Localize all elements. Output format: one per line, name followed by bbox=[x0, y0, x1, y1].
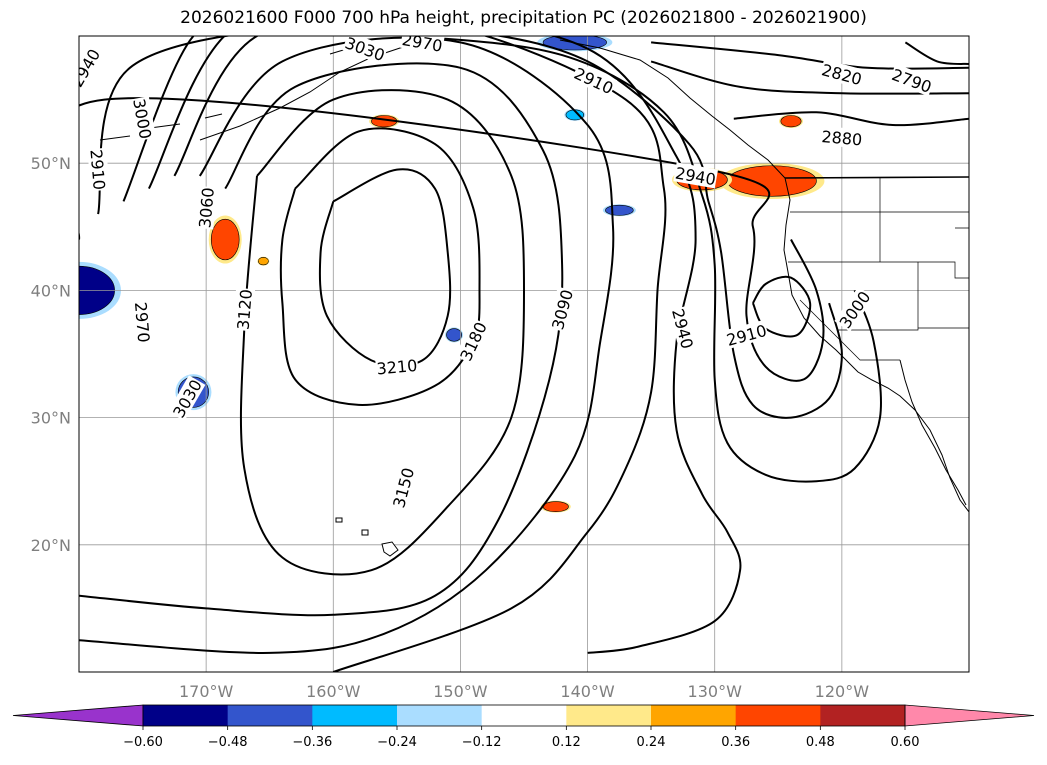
us-state-borders bbox=[788, 178, 969, 361]
alaska-coast bbox=[199, 39, 431, 141]
precip-area bbox=[542, 501, 569, 513]
hawaii-islands bbox=[335, 517, 399, 557]
lon-tick-label: 120°W bbox=[815, 682, 870, 701]
colorbar-tick-label: −0.12 bbox=[462, 735, 502, 750]
contour-label-bg bbox=[131, 300, 155, 344]
height-contour-3210 bbox=[318, 168, 452, 367]
contour-label-bg bbox=[400, 36, 445, 55]
contour-label-bg bbox=[668, 305, 698, 352]
map-frame bbox=[78, 35, 970, 673]
lon-tick-label: 160°W bbox=[306, 682, 361, 701]
colorbar-segment bbox=[566, 705, 652, 726]
contour-label-bg bbox=[342, 36, 389, 65]
alaska-islands bbox=[99, 47, 351, 141]
canada-us-border bbox=[784, 176, 969, 179]
contour-label-bg bbox=[130, 96, 157, 141]
lon-tick-label: 140°W bbox=[560, 682, 615, 701]
contour-label-bg bbox=[547, 286, 577, 333]
contour-label-bg bbox=[79, 44, 104, 91]
colorbar-segment bbox=[397, 705, 483, 726]
height-contour-3150 bbox=[239, 89, 525, 576]
colorbar-frame bbox=[142, 704, 906, 727]
height-contour-3120 bbox=[79, 62, 564, 617]
lat-tick-label: 30°N bbox=[31, 409, 71, 428]
height-contour-3000 bbox=[122, 36, 882, 483]
colorbar-extend-high bbox=[904, 704, 1035, 727]
lon-tick-label: 130°W bbox=[688, 682, 743, 701]
colorbar-extend-low bbox=[12, 704, 144, 727]
colorbar-tick-label: 0.24 bbox=[637, 735, 666, 750]
contour-label-bg bbox=[375, 354, 419, 378]
contour-label-text: 3120 bbox=[234, 288, 256, 330]
lon-tick-label: 170°W bbox=[179, 682, 234, 701]
precip-area bbox=[446, 328, 463, 342]
colorbar-tick-label: 0.60 bbox=[891, 735, 920, 750]
contour-label-text: 3210 bbox=[376, 356, 418, 378]
precip-area bbox=[210, 218, 240, 261]
contour-label: 3120 bbox=[232, 287, 256, 332]
height-contour-3030 bbox=[148, 36, 742, 654]
chart-title: 2026021600 F000 700 hPa height, precipit… bbox=[180, 8, 867, 28]
colorbar-segment bbox=[312, 705, 398, 726]
height-contour-2880 bbox=[733, 111, 969, 127]
colorbar-tick-label: −0.36 bbox=[292, 735, 332, 750]
contour-label: 3210 bbox=[375, 354, 419, 378]
contour-label-bg bbox=[87, 147, 110, 192]
contour-label: 2970 bbox=[131, 300, 155, 344]
colorbar-segment bbox=[651, 705, 737, 726]
contour-label-text: 2910 bbox=[86, 149, 108, 191]
colorbar-segment bbox=[227, 705, 313, 726]
lat-tick-label: 40°N bbox=[31, 281, 71, 300]
colorbar-segment bbox=[735, 705, 821, 726]
height-contour-2850 bbox=[650, 60, 969, 95]
colorbar-tick-label: −0.24 bbox=[377, 735, 417, 750]
contour-label-bg bbox=[167, 375, 206, 422]
contour-label-bg bbox=[388, 464, 418, 511]
contour-label-bg bbox=[571, 62, 618, 98]
contour-label-bg bbox=[673, 162, 719, 189]
colorbar-segment bbox=[820, 705, 906, 726]
contour-label: 2880 bbox=[820, 126, 864, 150]
contour-label: 2910 bbox=[86, 147, 110, 192]
height-contour-2940 bbox=[79, 97, 825, 382]
contour-label-bg bbox=[194, 185, 217, 230]
height-contour-2820 bbox=[651, 41, 969, 70]
contour-label-bg bbox=[888, 63, 935, 97]
height-contour-2790 bbox=[904, 41, 969, 65]
height-contour-3060 bbox=[173, 36, 667, 672]
contour-label-bg bbox=[723, 319, 770, 350]
contour-label-text: 2970 bbox=[131, 301, 153, 343]
baja-california bbox=[899, 359, 967, 506]
lat-tick-label: 50°N bbox=[31, 154, 71, 173]
contour-label-bg bbox=[834, 286, 875, 332]
precip-area bbox=[780, 115, 802, 128]
contour-label-text: 2880 bbox=[821, 127, 863, 149]
contour-label-text: 3060 bbox=[195, 187, 217, 229]
colorbar-segment bbox=[143, 705, 229, 726]
colorbar-tick-label: 0.12 bbox=[552, 735, 581, 750]
colorbar-segment bbox=[481, 705, 567, 726]
lon-tick-label: 150°W bbox=[433, 682, 488, 701]
precip-area bbox=[257, 257, 269, 266]
contour-label-bg bbox=[455, 318, 491, 365]
precip-area bbox=[605, 204, 634, 216]
colorbar-tick-label: −0.60 bbox=[123, 735, 163, 750]
colorbar-tick-label: 0.36 bbox=[721, 735, 750, 750]
contour-label-bg bbox=[820, 126, 864, 149]
contour-label-bg bbox=[819, 59, 865, 89]
coastline-north-america bbox=[559, 39, 969, 513]
contour-label-bg bbox=[232, 287, 256, 332]
colorbar-tick-label: 0.48 bbox=[806, 735, 835, 750]
precip-area bbox=[727, 165, 817, 197]
height-contour-3090 bbox=[79, 36, 615, 654]
colorbar-tick-label: −0.48 bbox=[208, 735, 248, 750]
contour-label: 3060 bbox=[194, 185, 218, 230]
lat-tick-label: 20°N bbox=[31, 536, 71, 555]
